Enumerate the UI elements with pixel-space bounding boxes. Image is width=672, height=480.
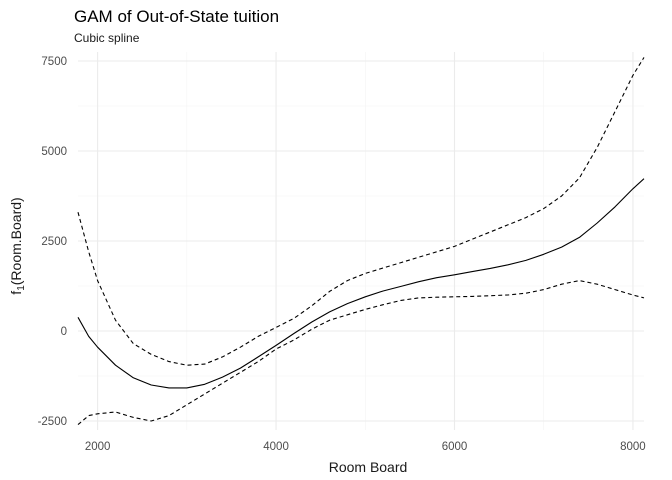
y-tick-label: 5000 bbox=[41, 146, 67, 158]
series-line-lower bbox=[77, 280, 645, 426]
x-tick-labels: 2000 4000 6000 8000 bbox=[85, 441, 646, 453]
x-tick-label: 4000 bbox=[263, 441, 289, 453]
y-axis-title-main: f bbox=[8, 291, 24, 295]
y-tick-label: -2500 bbox=[38, 416, 67, 428]
y-axis-title-subscript: 1 bbox=[16, 285, 27, 291]
series-line-fit bbox=[77, 178, 645, 389]
y-tick-label: 7500 bbox=[41, 56, 67, 68]
y-axis-title-argument: (Room.Board) bbox=[8, 197, 24, 285]
y-tick-labels: -2500 0 2500 5000 7500 bbox=[38, 56, 67, 428]
y-tick-label: 0 bbox=[61, 326, 67, 338]
x-axis-title: Room Board bbox=[329, 459, 408, 475]
series-line-upper bbox=[77, 57, 645, 366]
chart-title: GAM of Out-of-State tuition bbox=[74, 7, 279, 26]
x-tick-label: 2000 bbox=[85, 441, 111, 453]
y-axis-title: f1(Room.Board) bbox=[8, 197, 27, 294]
chart-subtitle: Cubic spline bbox=[74, 31, 140, 45]
x-tick-label: 6000 bbox=[442, 441, 468, 453]
grid bbox=[78, 52, 644, 430]
x-tick-label: 8000 bbox=[620, 441, 646, 453]
y-tick-label: 2500 bbox=[41, 236, 67, 248]
series-layer bbox=[77, 57, 645, 426]
